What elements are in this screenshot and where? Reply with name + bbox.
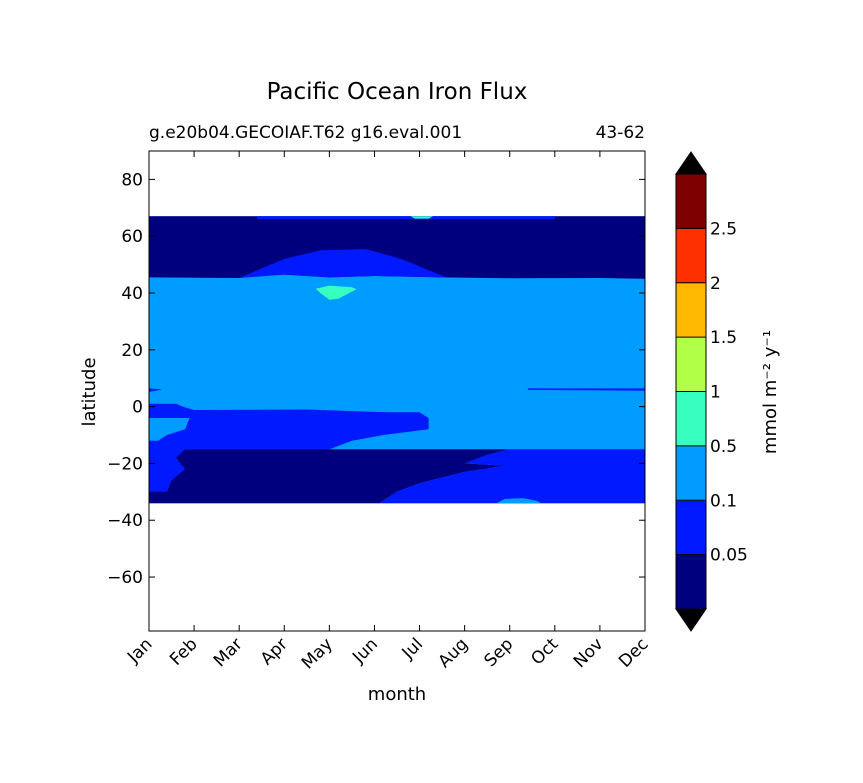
contour-region	[379, 449, 645, 504]
colorbar-label: mmol m⁻² y⁻¹	[760, 330, 781, 454]
y-tick-label: −20	[107, 454, 143, 474]
colorbar-tick-label: 0.05	[710, 546, 748, 566]
contour-region	[149, 216, 645, 279]
x-tick-label: May	[298, 634, 337, 673]
colorbar-extend-top	[675, 151, 707, 175]
colorbar-band	[676, 337, 706, 392]
colorbar-tick-label: 1.5	[710, 328, 737, 348]
chart-title: Pacific Ocean Iron Flux	[267, 79, 528, 105]
colorbar-band	[676, 445, 706, 501]
x-axis-label: month	[368, 684, 426, 705]
contour-region	[410, 216, 434, 219]
x-tick-label: Dec	[615, 634, 652, 671]
colorbar-band	[676, 554, 706, 610]
colorbar: 0.05 0.1 0.5 1 1.5 2 2.5	[675, 151, 748, 632]
colorbar-tick-label: 0.1	[710, 491, 737, 511]
contour-region	[149, 449, 510, 504]
colorbar-band	[676, 391, 706, 447]
y-tick-label: 0	[132, 398, 143, 418]
chart-subtitle-left: g.e20b04.GECOIAF.T62 g16.eval.001	[149, 123, 462, 143]
colorbar-extend-bottom	[675, 608, 707, 632]
contour-region	[149, 418, 190, 441]
x-tick-label: Nov	[570, 634, 608, 672]
contour-region	[149, 388, 163, 392]
x-tick-label: Aug	[435, 634, 473, 672]
plot-area	[149, 216, 645, 504]
colorbar-band	[676, 500, 706, 556]
y-axis: 80 60 40 20 0 −20 −40 −60	[107, 170, 645, 588]
contour-region	[315, 285, 357, 300]
contour-region	[149, 449, 186, 492]
contour-region	[149, 409, 181, 416]
x-tick-label: Oct	[527, 634, 562, 669]
x-tick-label: Jul	[398, 634, 427, 663]
y-tick-label: −60	[107, 568, 143, 588]
colorbar-tick-label: 1	[710, 383, 721, 403]
contour-region	[239, 249, 447, 278]
plot-frame	[148, 150, 646, 632]
x-tick-label: Mar	[210, 634, 247, 671]
contour-region	[527, 388, 645, 391]
y-tick-label: 40	[121, 284, 143, 304]
colorbar-tick-label: 2.5	[710, 219, 737, 239]
contour-region	[149, 403, 429, 450]
x-tick-label: Sep	[480, 634, 517, 671]
y-tick-label: 20	[121, 341, 143, 361]
x-tick-label: Apr	[257, 634, 292, 669]
x-tick-label: Feb	[166, 634, 201, 669]
colorbar-tick-label: 2	[710, 274, 721, 294]
chart-subtitle-right: 43-62	[596, 123, 645, 143]
y-tick-label: −40	[107, 511, 143, 531]
y-tick-label: 80	[121, 170, 143, 190]
colorbar-band	[676, 282, 706, 338]
x-tick-label: Jan	[123, 634, 156, 667]
colorbar-tick-label: 0.5	[710, 437, 737, 457]
contour-region	[496, 498, 542, 504]
colorbar-band	[676, 174, 706, 229]
y-tick-label: 60	[121, 227, 143, 247]
x-tick-label: Jun	[348, 634, 382, 668]
y-axis-label: latitude	[79, 357, 100, 426]
contour-region	[257, 216, 555, 220]
colorbar-band	[676, 228, 706, 284]
